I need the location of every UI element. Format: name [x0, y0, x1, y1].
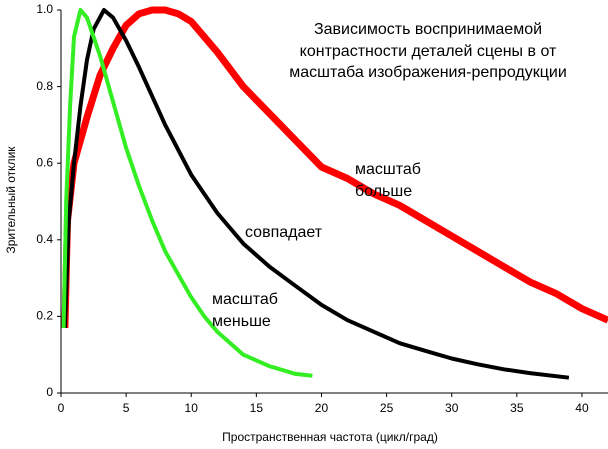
y-tick-label: 1.0 [36, 2, 53, 16]
chart-title: контрастности деталей сцены в от [300, 43, 557, 60]
x-tick-label: 25 [380, 401, 394, 415]
x-tick-label: 35 [510, 401, 524, 415]
x-tick-label: 10 [185, 401, 199, 415]
line-series [61, 8, 313, 378]
annotation: масштаб [355, 161, 421, 178]
x-tick-label: 40 [575, 401, 589, 415]
line-series [62, 8, 570, 380]
y-tick-label: 0.2 [36, 309, 53, 323]
y-tick-label: 0.6 [36, 155, 53, 169]
x-tick-label: 15 [250, 401, 264, 415]
x-tick-label: 0 [58, 401, 65, 415]
annotation: больше [355, 183, 412, 200]
annotation: масштаб [212, 291, 278, 308]
x-tick-label: 5 [123, 401, 130, 415]
annotation: меньше [212, 313, 271, 330]
chart-title: Зависимость воспринимаемой [314, 21, 542, 38]
y-tick-label: 0.4 [36, 232, 53, 246]
annotation: совпадает [245, 224, 323, 241]
y-tick-label: 0.8 [36, 79, 53, 93]
x-tick-label: 30 [445, 401, 459, 415]
y-axis-label: Зрительный отклик [4, 146, 18, 254]
chart-title: масштаба изображения-репродукции [289, 64, 567, 81]
y-tick-label: 0 [46, 385, 53, 399]
x-tick-label: 20 [315, 401, 329, 415]
line-series [61, 6, 608, 328]
x-axis-label: Пространственная частота (цикл/град) [222, 430, 438, 444]
